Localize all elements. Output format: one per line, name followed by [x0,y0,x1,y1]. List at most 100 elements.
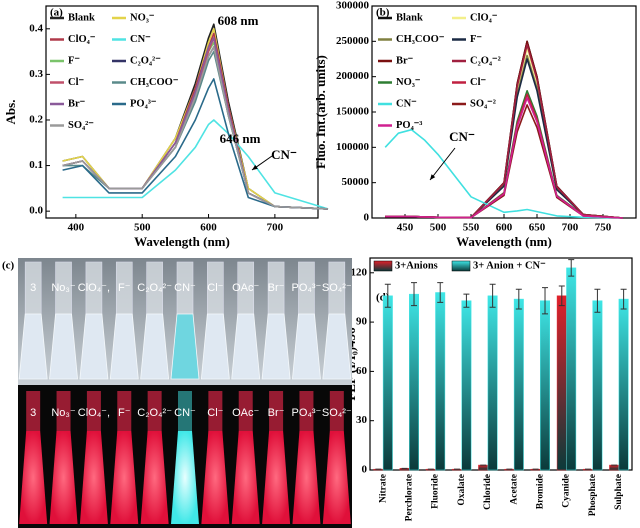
vial-label: C₂O₄²⁻ [137,407,172,419]
panel-label: (a) [50,7,63,19]
vial-body [79,313,109,380]
y-tick-label: 0.1 [29,159,43,171]
vial-glow [19,431,48,524]
spectrum-line [385,93,623,219]
vial-label: F⁻ [118,282,131,294]
vial-neck-uv [238,391,253,431]
annotation: 646 nm [220,131,261,146]
vial-neck-uv [56,391,71,431]
x-tick-label: 650 [529,222,546,234]
x-tick-label: Cyanide [562,474,572,508]
vial-glow [201,431,230,524]
vial-neck-uv [269,391,284,431]
legend-label: ClO₄⁻ [68,34,96,45]
legend-label: Cl⁻ [470,77,487,88]
y-tick-label: 200000 [336,70,370,82]
vial-label: ClO₄⁻, [78,407,110,419]
bar [382,295,393,471]
legend-label: NO₃⁻ [130,12,155,23]
vial-glow [262,431,291,524]
y-tick-label: 0 [364,212,370,224]
y-tick-label: 0.2 [29,114,43,126]
legend-label: F⁻ [68,55,80,66]
x-tick-label: Perchlorate [404,474,414,521]
x-tick-label: Acetate [509,474,519,505]
bar [540,300,550,471]
vial-body [292,313,321,380]
vial-body [322,313,352,380]
vial-glow [140,431,169,524]
vial-body [18,313,48,380]
x-tick-label: Fluoride [431,474,441,509]
vial-glow [322,431,351,524]
vial-body [109,313,139,380]
vial-label: 3 [30,282,36,294]
vial-glow [292,431,321,524]
vial-label: No₃⁻ [51,407,76,419]
y-tick-label: 0 [362,464,368,476]
bar [478,464,489,471]
y-tick-label: 0.0 [29,205,43,217]
vial-body [140,313,170,380]
vial-neck-uv [178,391,192,431]
annotation: 608 nm [218,13,259,28]
x-tick-label: 600 [200,222,217,234]
vial-glow [49,431,78,524]
x-tick-label: 700 [267,222,284,234]
legend-label: Blank [68,12,95,23]
y-axis-label: Fluo. Int.(arb. units) [313,55,328,169]
error-bar [463,293,470,308]
bar [409,293,419,471]
spectrum-line [384,128,623,219]
vial-body [170,313,200,380]
vial-label: OAc⁻ [232,407,259,419]
vial-neck-uv [26,391,41,431]
spectrum-line [62,78,329,210]
vial-label: ClO₄⁻, [78,282,110,294]
legend-label: CH₃COO⁻ [396,34,445,45]
legend-label: CN⁻ [130,34,151,45]
legend-label: C₂O₄²⁻ [130,55,161,66]
vial-body [261,313,291,380]
bar [461,300,472,471]
legend-label: CN⁻ [396,98,417,109]
x-tick-label: Phosphate [588,474,598,516]
spectrum-line [62,41,329,210]
vial-label: 3 [30,407,36,419]
legend-swatch [451,260,471,272]
x-axis-label: Wavelength (nm) [134,234,230,249]
x-tick-label: Sulphate [614,474,624,510]
vial-label: PO₄³⁻ [292,282,322,294]
error-bar [542,287,549,315]
legend-label: SO₄⁻² [470,98,496,109]
error-bar [411,282,418,307]
spectrum-line [62,46,329,210]
vial-glow [171,431,199,524]
x-tick-label: 500 [430,222,447,234]
bar [556,295,567,471]
vial-label: SO₄²⁻ [322,407,352,419]
legend-label: PO₄³⁻ [130,98,157,109]
spectrum-line [62,46,329,210]
y-tick-label: 0.4 [29,22,43,34]
y-tick-label: 300000 [336,0,370,12]
vial-label: Cl⁻ [207,282,223,294]
legend-label: Blank [396,12,423,23]
vial-label: Br⁻ [268,282,285,294]
vial-neck-uv [208,391,223,431]
error-bar [515,288,522,310]
plot-frame [369,257,633,471]
error-bar [384,283,391,308]
bar [435,292,446,471]
vial-label: F⁻ [118,407,131,419]
error-bar [437,282,444,303]
x-tick-label: 600 [496,222,513,234]
bar [513,298,524,471]
x-tick-label: 700 [562,222,579,234]
vial-label: PO₄³⁻ [292,407,322,419]
vial-label: No₃⁻ [51,282,76,294]
error-bar [489,283,496,308]
x-tick-label: Oxalate [457,474,467,506]
annotation-arrow [429,147,456,181]
